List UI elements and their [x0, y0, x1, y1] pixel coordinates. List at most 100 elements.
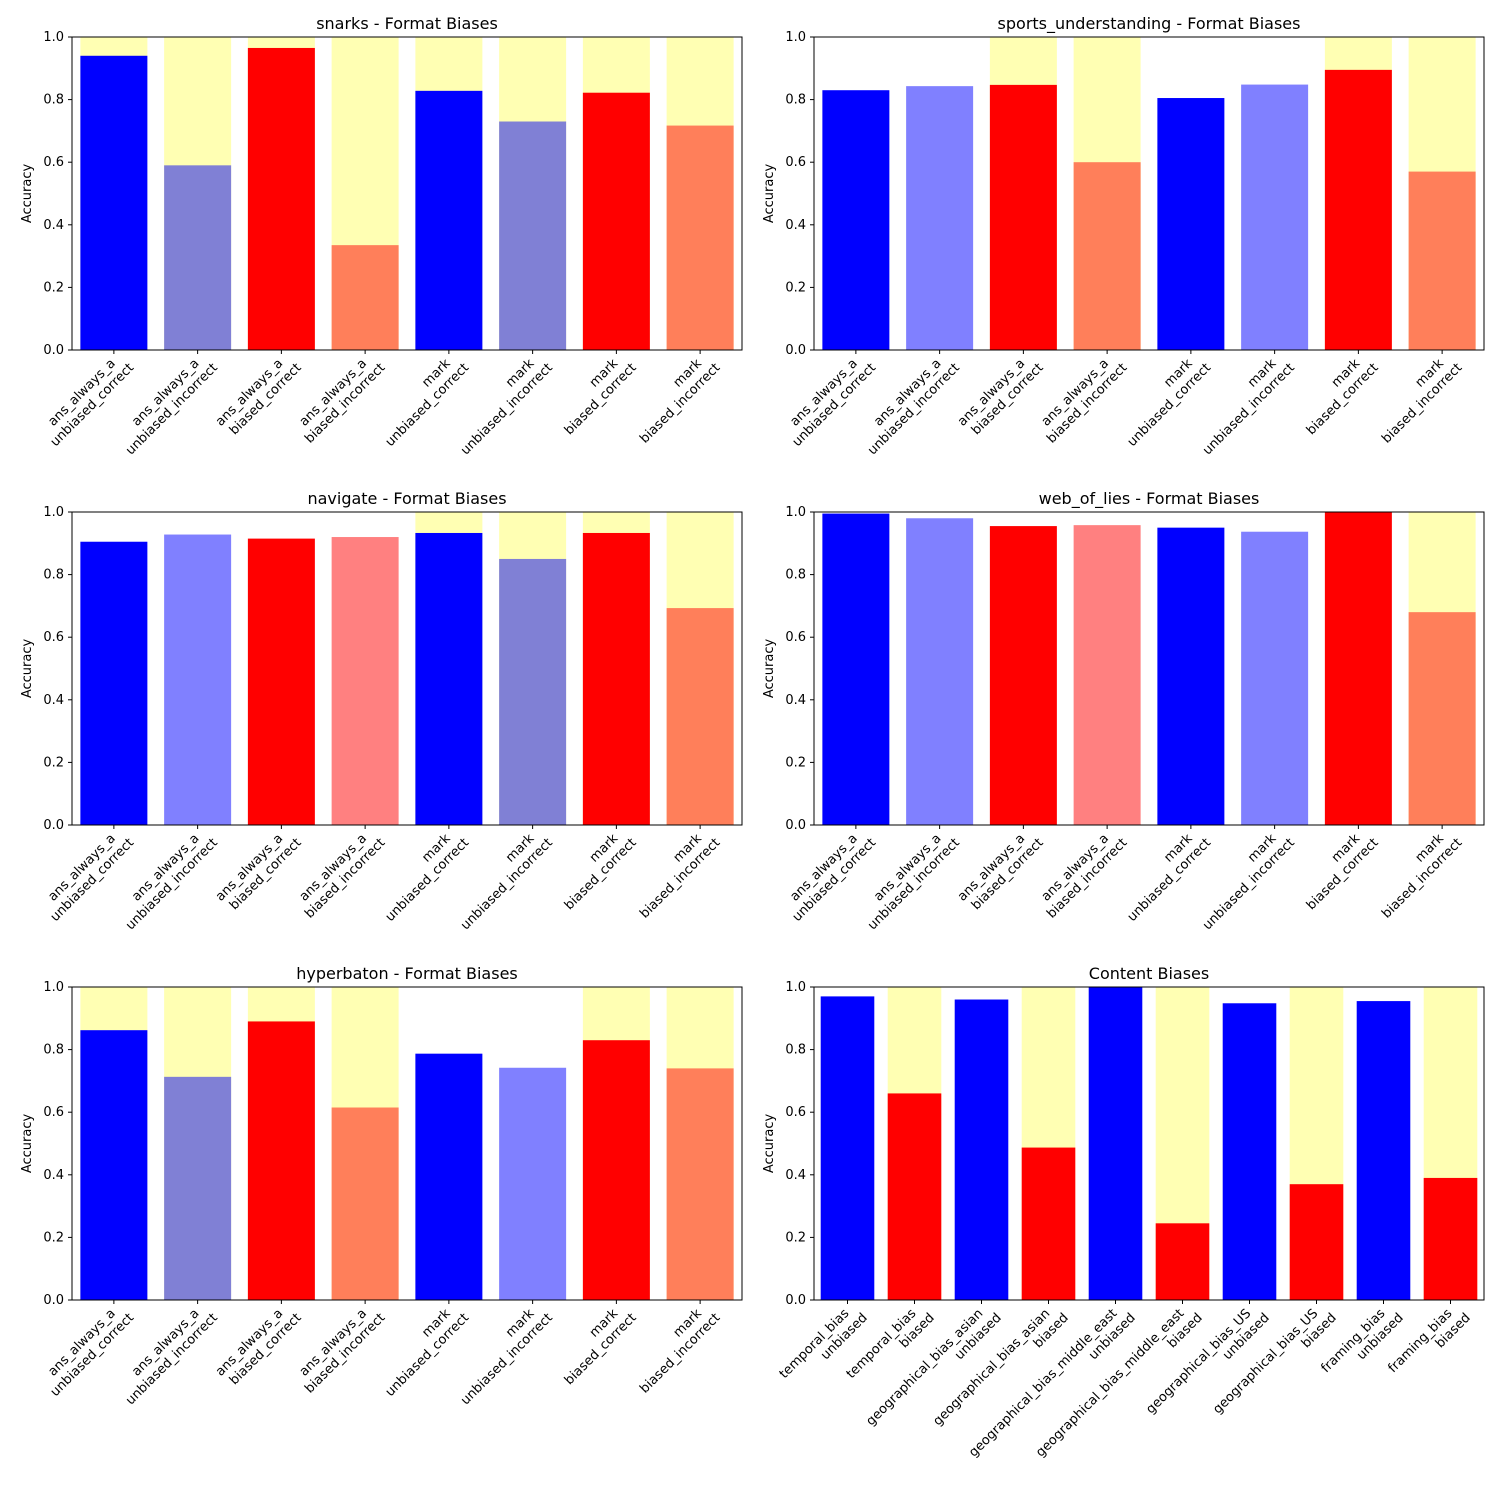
x-tick-label: markbiased_incorrect	[1368, 349, 1465, 446]
y-tick-label: 0.0	[43, 818, 64, 833]
data-bar	[1241, 531, 1309, 825]
y-tick-label: 0.4	[43, 1168, 64, 1183]
data-bar	[887, 1093, 942, 1300]
y-tick-label: 0.4	[785, 218, 806, 233]
y-axis-label: Accuracy	[20, 639, 35, 699]
x-tick-label: ans_always_abiased_correct	[955, 824, 1047, 916]
y-tick-label: 0.8	[43, 568, 64, 583]
data-bar	[906, 518, 974, 825]
data-bar	[499, 121, 567, 350]
y-tick-label: 0.6	[785, 1105, 806, 1120]
y-tick-label: 0.4	[43, 218, 64, 233]
data-bar	[247, 1021, 315, 1300]
chart-panel: hyperbaton - Format Biases 0.0 0.2 0.4 0.6 0.…	[20, 964, 743, 1408]
data-bar	[1408, 171, 1476, 350]
y-axis-label: Accuracy	[762, 1114, 777, 1174]
data-bar	[247, 538, 315, 825]
data-bar	[164, 534, 232, 825]
x-tick-label: ans_always_abiased_incorrect	[291, 349, 388, 446]
chart-title: sports_understanding - Format Biases	[998, 14, 1301, 34]
data-bar	[1157, 527, 1225, 825]
y-tick-label: 0.4	[785, 1168, 806, 1183]
y-tick-label: 0.0	[43, 1293, 64, 1308]
y-tick-label: 0.6	[43, 155, 64, 170]
x-tick-label: markunbiased_correct	[1113, 349, 1214, 450]
axes-frame	[71, 986, 743, 1301]
data-bar	[1157, 98, 1225, 350]
y-tick-label: 0.0	[785, 818, 806, 833]
y-axis-label: Accuracy	[20, 164, 35, 224]
axes-frame	[813, 986, 1485, 1301]
data-bar	[1241, 84, 1309, 351]
x-tick-label: ans_always_abiased_correct	[955, 349, 1047, 441]
chart-panel: Content Biases 0.0 0.2 0.4 0.6 0.8 1.0 Accuracy…	[762, 964, 1485, 1460]
x-tick-label: markbiased_incorrect	[626, 349, 723, 446]
x-tick-label: ans_always_aunbiased_correct	[36, 349, 137, 450]
y-tick-label: 0.2	[43, 1230, 64, 1245]
x-tick-label: ans_always_abiased_incorrect	[1033, 349, 1130, 446]
y-tick-label: 0.4	[785, 693, 806, 708]
data-bar	[331, 1107, 399, 1300]
data-bar	[1088, 987, 1143, 1300]
y-tick-label: 0.4	[43, 693, 64, 708]
x-tick-label: ans_always_abiased_correct	[213, 349, 305, 441]
data-bar	[582, 532, 650, 825]
y-axis-label: Accuracy	[762, 639, 777, 699]
x-tick-label: ans_always_abiased_correct	[213, 1299, 305, 1391]
data-bar	[415, 532, 483, 825]
x-tick-label: ans_always_abiased_incorrect	[1033, 824, 1130, 921]
x-tick-label: markunbiased_correct	[371, 349, 472, 450]
y-tick-label: 0.2	[43, 280, 64, 295]
x-tick-label: markbiased_correct	[551, 349, 640, 438]
x-tick-label: ans_always_aunbiased_correct	[36, 1299, 137, 1400]
data-bar	[247, 47, 315, 351]
y-tick-label: 0.6	[43, 1105, 64, 1120]
axes-frame	[813, 36, 1485, 351]
data-bar	[1423, 1177, 1478, 1300]
data-bar	[1222, 1003, 1277, 1300]
data-bar	[1155, 1223, 1210, 1300]
x-tick-label: markbiased_correct	[1293, 824, 1382, 913]
data-bar	[1073, 525, 1141, 825]
data-bar	[1073, 162, 1141, 350]
data-bar	[666, 608, 734, 825]
y-tick-label: 0.0	[43, 343, 64, 358]
chart-title: snarks - Format Biases	[316, 14, 498, 33]
y-tick-label: 1.0	[43, 30, 64, 45]
y-tick-label: 1.0	[785, 980, 806, 995]
data-bar	[1324, 512, 1392, 825]
x-tick-label: ans_always_abiased_correct	[213, 824, 305, 916]
data-bar	[582, 1040, 650, 1300]
axes-frame	[71, 511, 743, 826]
x-tick-label: ans_always_aunbiased_correct	[778, 824, 879, 925]
y-tick-label: 0.6	[785, 630, 806, 645]
data-bar	[80, 541, 148, 825]
x-tick-label: framing_biasbiased	[1385, 1299, 1473, 1387]
chart-panel: navigate - Format Biases 0.0 0.2 0.4 0.6 0.8 1…	[20, 489, 743, 933]
axes-frame	[71, 36, 743, 351]
y-tick-label: 0.8	[785, 1043, 806, 1058]
x-tick-label: markbiased_incorrect	[626, 1299, 723, 1396]
y-axis-label: Accuracy	[762, 164, 777, 224]
data-bar	[1356, 1001, 1411, 1300]
x-tick-label: markunbiased_correct	[371, 824, 472, 925]
y-tick-label: 1.0	[43, 505, 64, 520]
y-tick-label: 1.0	[785, 505, 806, 520]
data-bar	[989, 526, 1057, 825]
y-tick-label: 0.2	[43, 755, 64, 770]
data-bar	[954, 999, 1009, 1300]
data-bar	[164, 165, 232, 350]
x-tick-label: markbiased_correct	[1293, 349, 1382, 438]
x-tick-label: ans_always_abiased_incorrect	[291, 1299, 388, 1396]
data-bar	[666, 125, 734, 350]
data-bar	[80, 55, 148, 350]
y-tick-label: 0.6	[43, 630, 64, 645]
y-tick-label: 0.8	[785, 93, 806, 108]
data-bar	[499, 1067, 567, 1300]
x-tick-label: ans_always_abiased_incorrect	[291, 824, 388, 921]
data-bar	[415, 1053, 483, 1300]
y-tick-label: 1.0	[785, 30, 806, 45]
data-bar	[822, 90, 890, 351]
data-bar	[331, 537, 399, 825]
